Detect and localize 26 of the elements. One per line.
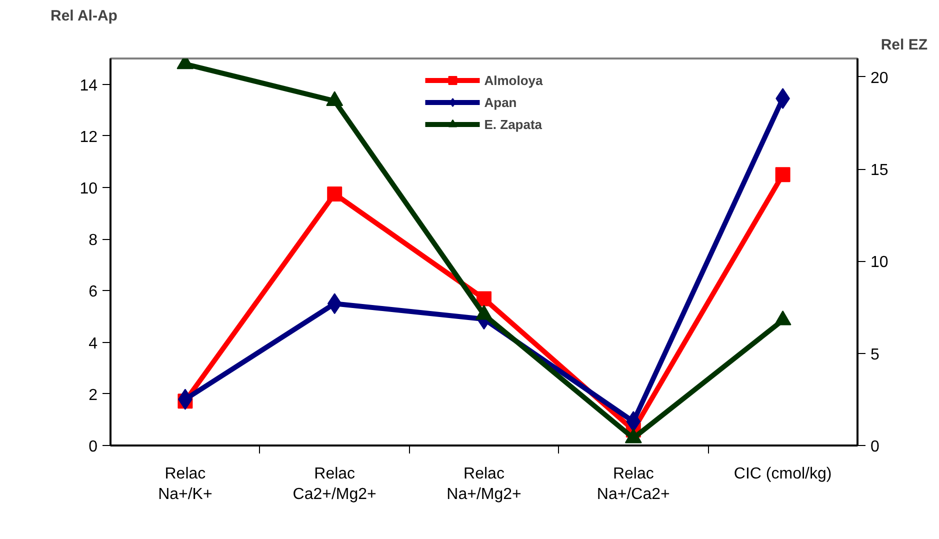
point (476, 291, 492, 306)
y2-tick-label: 15 (870, 162, 888, 180)
x-tick-label: Relac Na+/K+ (158, 466, 212, 503)
point (775, 167, 790, 182)
legend-label: Apan (484, 94, 517, 110)
y-tick-label: 2 (88, 386, 98, 404)
x-tick-label: CIC (cmol/kg) (734, 466, 832, 482)
point (327, 186, 342, 202)
x-tick-label: Relac Na+/Ca2+ (596, 466, 670, 503)
y2-tick-label: 0 (870, 438, 880, 456)
y2-tick-label: 5 (870, 346, 880, 364)
x-tick-label: Relac Na+/Mg2+ (446, 466, 522, 503)
y-tick-label: 0 (88, 438, 98, 456)
x-tick-label: Relac Ca2+/Mg2+ (292, 466, 376, 503)
y-axis-title: Rel Al-Ap (50, 8, 118, 24)
y2-axis-title: Rel EZ (880, 36, 928, 54)
y-tick-label: 6 (88, 284, 98, 301)
y-tick-label: 10 (80, 180, 98, 198)
y-tick-label: 14 (80, 77, 98, 94)
legend-label: Almoloya (484, 72, 543, 88)
y-tick-label: 4 (88, 335, 98, 352)
y-tick-label: 12 (80, 128, 98, 146)
y2-tick-label: 10 (870, 254, 888, 272)
y-tick-label: 8 (88, 232, 98, 250)
legend-label: E. Zapata (484, 116, 542, 132)
y2-tick-label: 20 (870, 70, 888, 87)
